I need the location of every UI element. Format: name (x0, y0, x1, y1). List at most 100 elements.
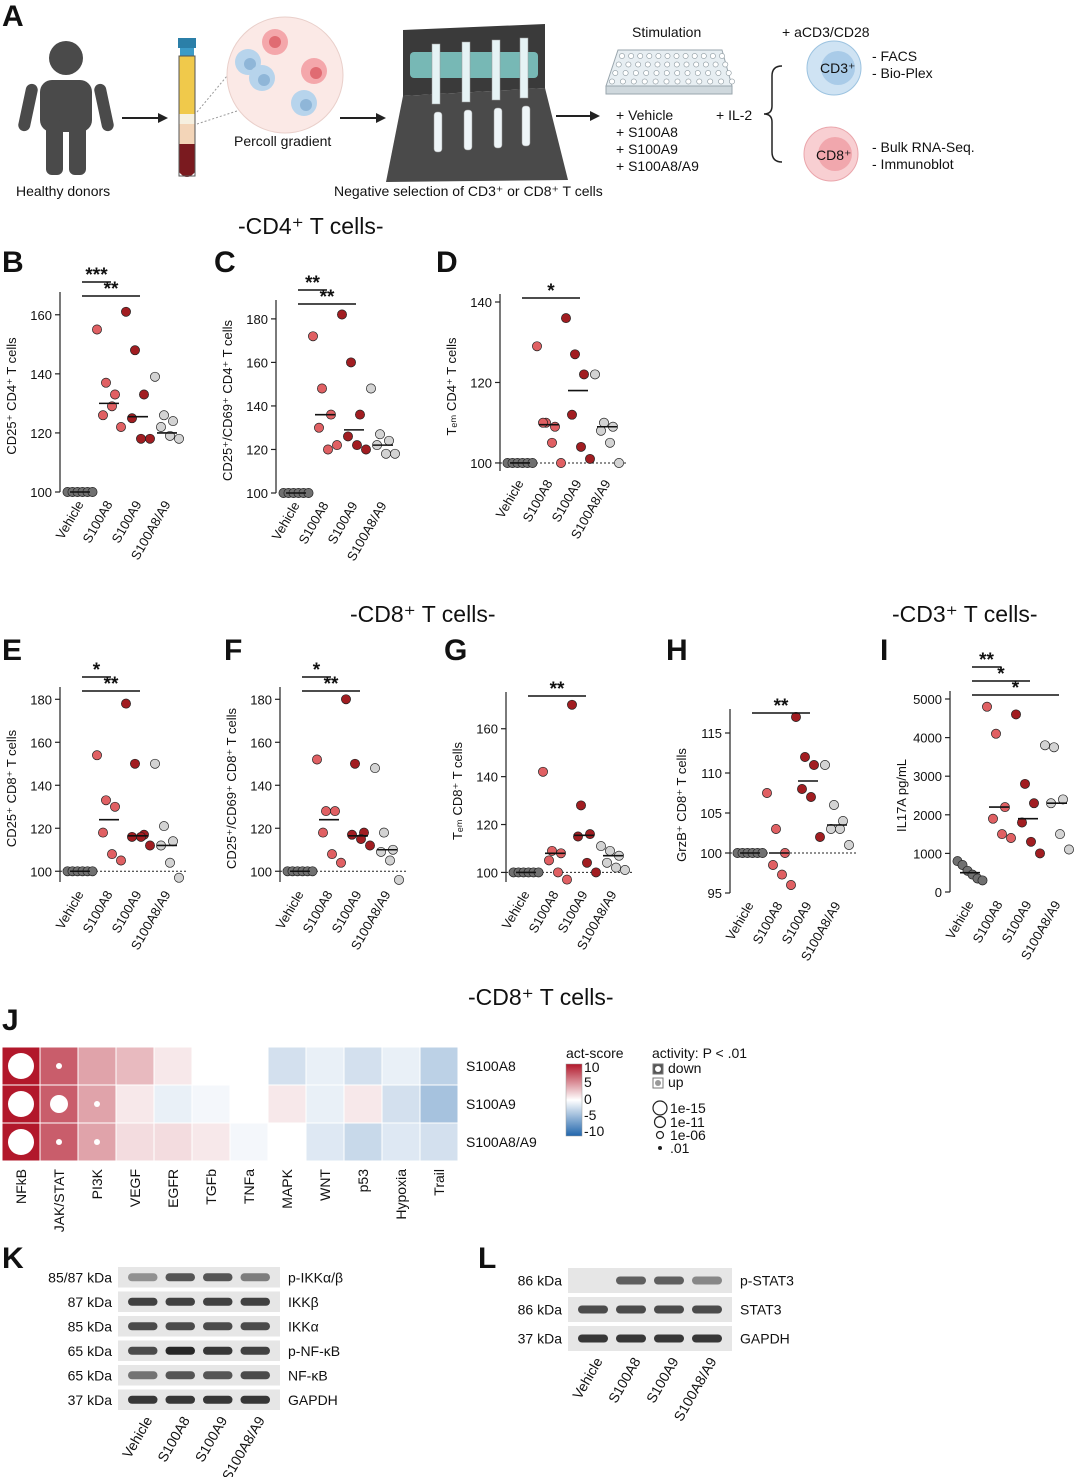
plate-well (646, 53, 653, 59)
plate-well (630, 78, 637, 85)
pvalue-size-1e-06 (655, 1130, 665, 1140)
act-score-tick-0: 0 (584, 1091, 592, 1107)
blot-kda-label: 37 kDa (68, 1392, 113, 1408)
heatmap-cell (191, 1046, 231, 1086)
blot-band (692, 1276, 722, 1285)
data-point (556, 458, 566, 468)
pvalue-label-1e-11: 1e-11 (670, 1114, 705, 1130)
data-point (327, 849, 337, 860)
y-tick-label: 120 (250, 821, 272, 836)
blot-band (616, 1334, 646, 1343)
blot-kda-label: 37 kDa (518, 1331, 563, 1347)
blot-band (578, 1334, 608, 1343)
section-title-cd4: -CD4⁺ T cells- (238, 213, 383, 239)
significance-circle (8, 1053, 34, 1079)
plate-well (682, 53, 689, 59)
data-point (997, 829, 1007, 840)
plate-well (684, 70, 691, 76)
blot-band (165, 1273, 195, 1282)
data-point (809, 760, 819, 770)
data-point (92, 750, 102, 761)
heatmap-cell (267, 1084, 307, 1124)
data-point (590, 369, 600, 380)
data-point (92, 324, 102, 335)
blot-target-label: p-NF-κB (288, 1343, 340, 1359)
blot-kda-label: 65 kDa (68, 1343, 113, 1359)
plate-well (643, 70, 650, 76)
blot-band (203, 1395, 233, 1404)
heatmap-col-label: p53 (355, 1169, 371, 1193)
plate-well (674, 70, 681, 76)
plate-well (641, 78, 648, 85)
act-score-tick-10: 10 (584, 1059, 600, 1075)
plate-well (615, 61, 622, 68)
blot-band (240, 1297, 270, 1306)
blot-strip (118, 1267, 280, 1288)
blot-kda-label: 86 kDa (518, 1302, 563, 1318)
data-point (786, 880, 796, 890)
heatmap-col-label: PI3K (89, 1168, 105, 1199)
il2-label: + IL-2 (716, 107, 752, 123)
act-score-title: act-score (566, 1045, 624, 1061)
heatmap-cell (153, 1046, 193, 1086)
data-point (336, 857, 346, 868)
blot-lane-label: S100A9 (192, 1413, 231, 1464)
blot-lane-label: S100A9 (643, 1354, 682, 1405)
immunoblot-k: 85/87 kDa p-IKKα/β 87 kDa IKKβ 85 kDa IKKα 65 … (48, 1267, 343, 1477)
blot-band (165, 1395, 195, 1404)
data-point (110, 389, 120, 400)
panel-a-schematic: A Healthy donors (2, 0, 975, 199)
panel-letter-b: B (2, 246, 24, 279)
legend-up-label: up (668, 1074, 684, 1090)
plate-well (696, 78, 703, 85)
y-tick-label: 160 (30, 308, 52, 323)
blot-band (578, 1305, 608, 1314)
section-title-cd8-j: -CD8⁺ T cells- (468, 984, 613, 1010)
person-icon (18, 41, 114, 175)
data-point (1035, 848, 1045, 859)
data-point (844, 840, 854, 850)
blot-strip (118, 1389, 280, 1410)
data-point (991, 728, 1001, 739)
plate-well (637, 53, 644, 59)
y-tick-label: 140 (246, 399, 268, 414)
data-point (553, 867, 563, 878)
y-tick-label: 115 (701, 726, 722, 741)
blot-kda-label: 85/87 kDa (48, 1269, 112, 1285)
y-tick-label: 4000 (913, 731, 942, 746)
heatmap-col-label: TNFa (241, 1169, 257, 1204)
blot-band (203, 1371, 233, 1380)
data-point (343, 431, 353, 442)
data-point (107, 849, 117, 860)
blot-target-label: IKKα (288, 1318, 319, 1334)
data-point (323, 444, 333, 455)
data-point (806, 792, 816, 802)
treatment-2: + S100A9 (616, 141, 678, 157)
plate-well (710, 53, 716, 59)
plate-well (719, 53, 725, 59)
pvalue-label-01: .01 (670, 1140, 690, 1156)
blot-target-label: NF-κB (288, 1367, 328, 1383)
data-point (168, 836, 178, 847)
data-point (127, 413, 137, 424)
y-axis-label: CD25⁺/CD69⁺ CD8⁺ T cells (224, 708, 239, 869)
data-point (579, 369, 589, 380)
data-point (570, 349, 580, 360)
data-point (139, 389, 149, 400)
data-point (312, 754, 322, 765)
arrow-icon (122, 113, 168, 123)
data-point (98, 410, 108, 421)
data-point (797, 784, 807, 794)
significance-label: ** (979, 650, 994, 671)
cd8-assay-1: - Immunoblot (872, 156, 954, 172)
blot-band (203, 1297, 233, 1306)
blot-band (128, 1322, 158, 1331)
data-point (1026, 836, 1036, 847)
data-point (150, 758, 160, 769)
heatmap-col-label: EGFR (165, 1169, 181, 1208)
data-point (614, 458, 624, 468)
y-tick-label: 140 (30, 778, 52, 793)
magnet-stand-icon (386, 24, 568, 182)
